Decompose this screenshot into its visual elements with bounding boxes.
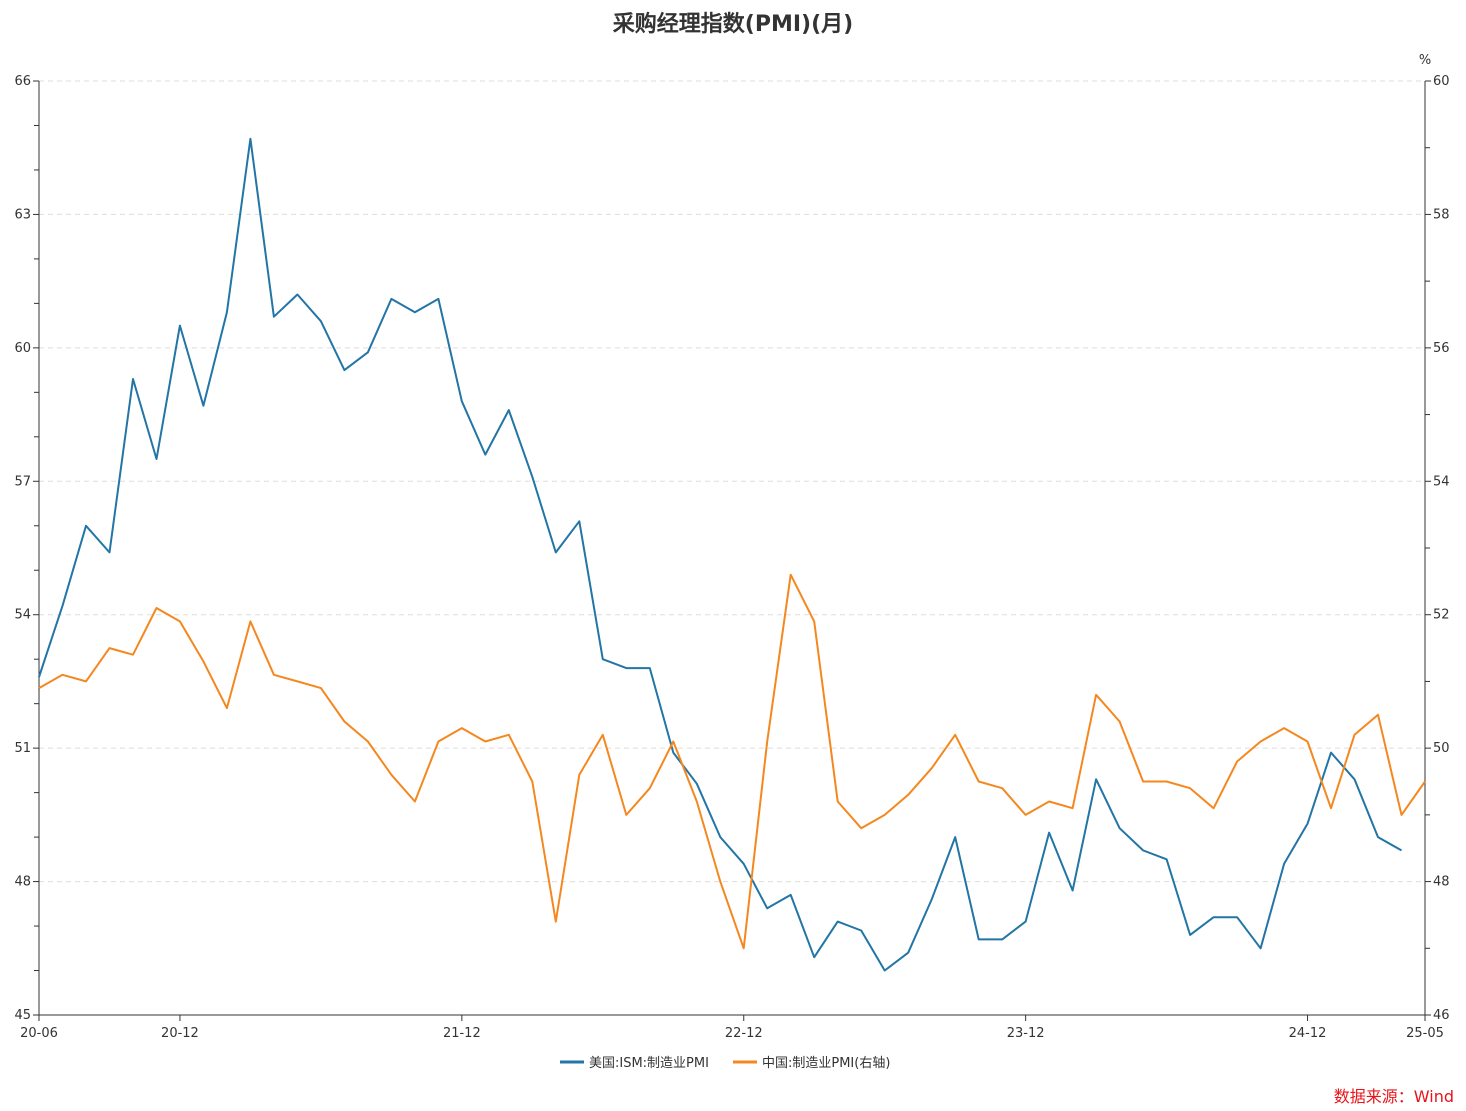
legend-label: 美国:ISM:制造业PMI — [589, 1056, 709, 1071]
legend-label: 中国:制造业PMI(右轴) — [762, 1056, 890, 1071]
right-axis-tick-label: 50 — [1433, 741, 1450, 756]
x-axis-tick-label: 20-06 — [20, 1026, 58, 1041]
chart-title: 采购经理指数(PMI)(月) — [612, 12, 854, 37]
right-axis-tick-label: 54 — [1433, 474, 1450, 489]
left-axis-tick-label: 54 — [14, 608, 31, 623]
series-line-china-pmi — [38, 573, 1426, 950]
left-axis-tick-label: 66 — [14, 74, 31, 89]
right-axis-tick-label: 56 — [1433, 341, 1450, 356]
right-axis-tick-label: 58 — [1433, 207, 1450, 222]
left-axis-tick-label: 63 — [14, 207, 31, 222]
series-line-us-ism — [38, 137, 1402, 972]
left-axis-tick-label: 60 — [14, 341, 31, 356]
x-axis-tick-label: 25-05 — [1406, 1026, 1444, 1041]
left-axis-tick-label: 51 — [14, 741, 31, 756]
left-axis-tick-label: 48 — [14, 875, 31, 890]
right-axis-tick-label: 48 — [1433, 875, 1450, 890]
data-source-note: 数据来源：Wind — [1333, 1087, 1454, 1106]
right-axis-tick-label: 60 — [1433, 74, 1450, 89]
x-axis-tick-label: 21-12 — [443, 1026, 481, 1041]
right-axis-tick-label: 52 — [1433, 608, 1450, 623]
x-axis-tick-label: 24-12 — [1289, 1026, 1327, 1041]
left-axis-tick-label: 45 — [14, 1008, 31, 1023]
x-axis-tick-label: 20-12 — [161, 1026, 199, 1041]
x-axis-tick-label: 22-12 — [725, 1026, 763, 1041]
right-axis-unit: % — [1419, 53, 1431, 68]
left-axis-tick-label: 57 — [14, 474, 31, 489]
x-axis-tick-label: 23-12 — [1007, 1026, 1045, 1041]
right-axis-tick-label: 46 — [1433, 1008, 1450, 1023]
